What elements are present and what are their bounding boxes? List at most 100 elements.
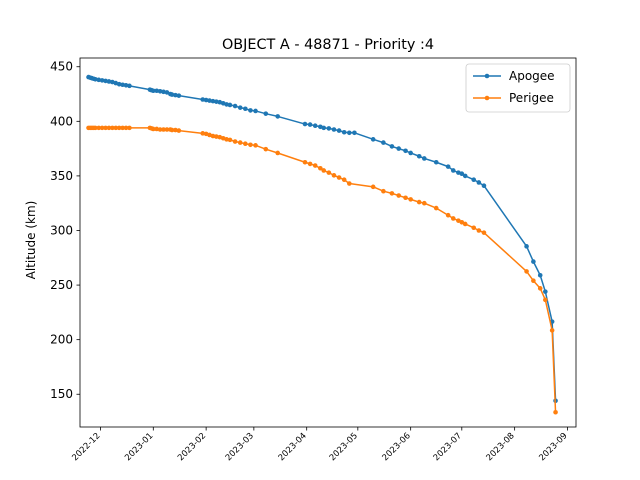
apogee-point bbox=[422, 156, 427, 161]
perigee-point bbox=[336, 175, 342, 180]
perigee-point bbox=[157, 127, 163, 132]
apogee-point bbox=[307, 122, 313, 127]
perigee-point bbox=[403, 195, 408, 201]
perigee-point bbox=[93, 125, 98, 131]
perigee-point bbox=[161, 127, 166, 132]
perigee-point bbox=[408, 197, 413, 202]
y-tick-label: 150 bbox=[50, 387, 73, 401]
legend-perigee-marker bbox=[484, 95, 490, 101]
perigee-point bbox=[307, 161, 313, 167]
perigee-point bbox=[263, 146, 269, 152]
apogee-point bbox=[370, 137, 376, 142]
perigee-point bbox=[243, 141, 248, 146]
perigee-point bbox=[110, 125, 115, 131]
y-tick-label: 450 bbox=[50, 60, 73, 74]
perigee-point bbox=[103, 125, 108, 131]
y-tick-label: 250 bbox=[50, 278, 73, 292]
perigee-point bbox=[232, 139, 238, 144]
perigee-point bbox=[416, 199, 422, 205]
apogee-point bbox=[243, 106, 248, 112]
perigee-point bbox=[549, 328, 555, 333]
perigee-point bbox=[318, 165, 323, 171]
apogee-point bbox=[381, 140, 386, 145]
legend-perigee-label: Perigee bbox=[509, 91, 554, 105]
apogee-point bbox=[127, 83, 132, 89]
apogee-point bbox=[207, 98, 212, 103]
apogee-point bbox=[524, 244, 529, 249]
apogee-point bbox=[253, 108, 258, 114]
perigee-point bbox=[445, 212, 451, 218]
apogee-point bbox=[471, 177, 477, 183]
apogee-point bbox=[537, 272, 543, 278]
apogee-point bbox=[123, 82, 129, 88]
legend-apogee-label: Apogee bbox=[509, 69, 555, 83]
apogee-point bbox=[164, 90, 170, 95]
perigee-point bbox=[450, 216, 456, 221]
y-tick-label: 200 bbox=[50, 333, 73, 347]
apogee-point bbox=[210, 98, 216, 104]
perigee-point bbox=[462, 221, 468, 227]
apogee-point bbox=[331, 127, 337, 132]
series-perigee bbox=[86, 125, 558, 415]
apogee-point bbox=[389, 144, 395, 149]
perigee-point bbox=[459, 220, 465, 225]
perigee-point bbox=[164, 127, 170, 132]
apogee-point bbox=[347, 130, 352, 136]
perigee-point bbox=[200, 131, 206, 136]
apogee-point bbox=[203, 97, 209, 103]
apogee-point bbox=[99, 78, 105, 83]
apogee-point bbox=[416, 153, 422, 159]
apogee-point bbox=[408, 150, 413, 156]
perigee-point bbox=[99, 125, 105, 131]
apogee-point bbox=[312, 123, 318, 128]
y-axis-label: Altitude (km) bbox=[24, 201, 38, 280]
perigee-point bbox=[524, 269, 529, 274]
chart-title: OBJECT A - 48871 - Priority :4 bbox=[222, 37, 434, 53]
apogee-point bbox=[103, 78, 108, 84]
plot-background bbox=[80, 58, 576, 427]
apogee-point bbox=[224, 102, 229, 107]
apogee-point bbox=[326, 126, 332, 131]
x-tick-label: 2023-07 bbox=[432, 431, 464, 463]
perigee-point bbox=[275, 150, 281, 156]
apogee-point bbox=[200, 97, 206, 102]
apogee-point bbox=[232, 103, 238, 109]
perigee-point bbox=[176, 128, 182, 133]
apogee-point bbox=[116, 81, 122, 87]
perigee-point bbox=[543, 297, 548, 303]
perigee-point bbox=[227, 137, 233, 143]
apogee-point bbox=[169, 92, 175, 97]
apogee-point bbox=[403, 148, 408, 154]
y-tick-label: 300 bbox=[50, 223, 73, 237]
perigee-point bbox=[321, 168, 327, 173]
apogee-point bbox=[352, 130, 357, 136]
legend: Apogee Perigee bbox=[465, 63, 571, 113]
perigee-point bbox=[370, 184, 376, 190]
perigee-point bbox=[553, 409, 558, 415]
perigee-point bbox=[116, 125, 122, 131]
x-tick-label: 2023-06 bbox=[381, 431, 413, 463]
x-tick-label: 2023-03 bbox=[224, 431, 256, 463]
perigee-point bbox=[253, 143, 258, 148]
legend-apogee-marker bbox=[484, 73, 490, 79]
apogee-point bbox=[481, 183, 487, 189]
perigee-point bbox=[214, 134, 219, 139]
apogee-point bbox=[321, 125, 327, 131]
apogee-point bbox=[176, 93, 182, 98]
perigee-point bbox=[169, 127, 175, 133]
apogee-point bbox=[161, 89, 166, 95]
perigee-point bbox=[106, 125, 112, 131]
y-tick-label: 400 bbox=[50, 114, 73, 128]
perigee-point bbox=[173, 127, 178, 133]
perigee-point bbox=[96, 125, 102, 131]
x-tick-label: 2023-08 bbox=[485, 431, 517, 463]
x-tick-label: 2023-04 bbox=[277, 431, 309, 463]
x-tick-label: 2023-01 bbox=[123, 431, 155, 463]
perigee-point bbox=[326, 170, 332, 175]
perigee-point bbox=[154, 126, 159, 132]
apogee-point bbox=[450, 168, 456, 173]
perigee-point bbox=[537, 286, 543, 291]
perigee-point bbox=[347, 181, 352, 186]
apogee-point bbox=[341, 129, 347, 135]
apogee-point bbox=[150, 88, 156, 94]
